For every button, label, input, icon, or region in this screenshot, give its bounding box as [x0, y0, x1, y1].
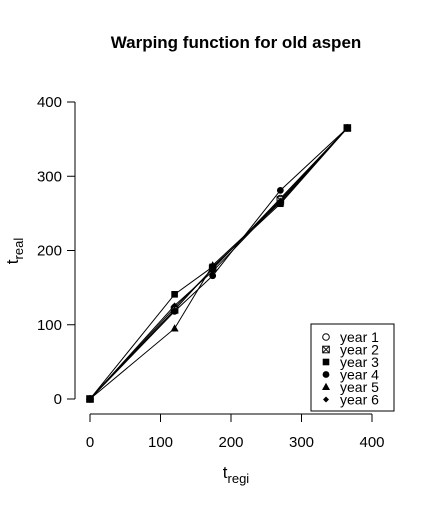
legend-marker-6	[323, 396, 329, 403]
y-tick-label-3: 300	[37, 168, 62, 185]
series-4-point-1	[171, 307, 179, 315]
legend-marker-2	[322, 345, 330, 354]
x-tick-label-1: 100	[148, 434, 173, 451]
x-tick-label-2: 200	[218, 434, 243, 451]
legend-label-2: year 2	[340, 342, 379, 358]
series-6-point-4	[344, 124, 351, 131]
x-axis: 0 100 200 300 400	[86, 413, 385, 451]
y-axis: 0 100 200 300 400	[37, 94, 76, 408]
x-axis-label: tregi	[223, 463, 250, 486]
series-5-point-2	[208, 261, 217, 269]
series-6-point-1	[171, 302, 178, 309]
series-4-point-3	[276, 186, 284, 194]
legend-marker-1	[322, 333, 330, 341]
x-axis-label-main: t	[223, 463, 228, 482]
legend-marker-5	[322, 382, 330, 390]
y-tick-label-1: 100	[37, 317, 62, 334]
series-layer	[86, 123, 352, 403]
legend-label-4: year 4	[340, 367, 379, 383]
series-4-point-2	[209, 272, 217, 280]
series-6-point-3	[277, 197, 284, 204]
y-axis-label-main: t	[3, 259, 22, 264]
series-6-point-2	[209, 268, 216, 275]
series-6-point-0	[87, 396, 93, 402]
series-3-point-1	[171, 291, 178, 298]
x-axis-label-sub: regi	[228, 471, 250, 486]
y-tick-label-4: 400	[37, 94, 62, 111]
legend-marker-4	[322, 371, 330, 378]
x-tick-label-4: 400	[359, 434, 384, 451]
y-tick-label-2: 200	[37, 243, 62, 260]
legend-label-3: year 3	[340, 354, 379, 370]
y-axis-label-sub: real	[11, 238, 26, 260]
series-5-point-1	[170, 324, 179, 332]
legend-label-1: year 1	[340, 329, 379, 345]
legend-label-6: year 6	[340, 392, 379, 408]
legend-marker-3	[322, 358, 330, 366]
series-6	[87, 124, 351, 402]
x-tick-label-0: 0	[86, 434, 94, 451]
y-tick-label-0: 0	[54, 391, 62, 408]
y-axis-label: treal	[3, 238, 26, 265]
legend-label-5: year 5	[340, 379, 379, 395]
chart-title: Warping function for old aspen	[111, 33, 362, 52]
x-tick-label-3: 300	[289, 434, 314, 451]
